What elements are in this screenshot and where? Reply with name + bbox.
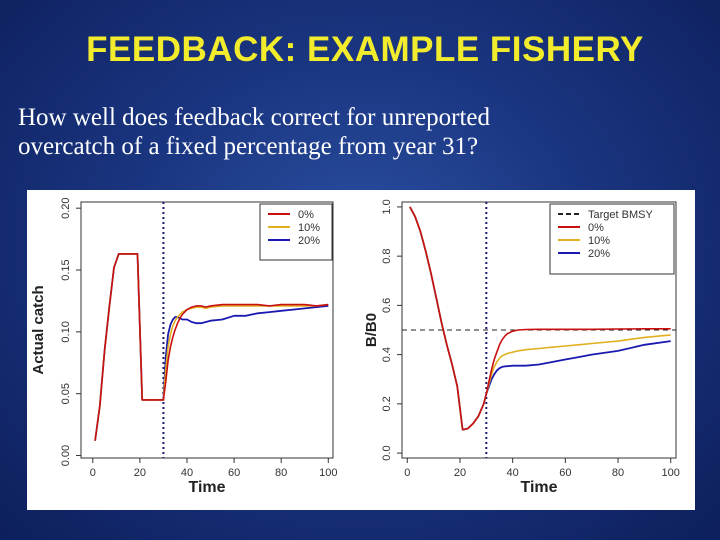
y-tick-label: 0.15 [60, 259, 72, 280]
y-axis-label: Actual catch [30, 285, 47, 374]
x-tick-label: 60 [228, 467, 240, 479]
x-tick-label: 20 [134, 467, 146, 479]
y-tick-label: 1.0 [381, 199, 393, 214]
y-tick-label: 0.05 [60, 383, 72, 404]
x-tick-label: 20 [454, 467, 466, 479]
series-line-0pct [409, 206, 671, 431]
legend-label: 20% [588, 248, 610, 260]
slide-subtitle: How well does feedback correct for unrep… [18, 103, 708, 161]
y-tick-label: 0.00 [60, 445, 72, 466]
y-tick-label: 0.20 [60, 197, 72, 218]
legend-label: 10% [298, 222, 320, 234]
x-tick-label: 80 [275, 467, 287, 479]
legend-label: 20% [298, 235, 320, 247]
x-tick-label: 80 [612, 467, 624, 479]
x-axis-label: Time [520, 479, 557, 496]
x-tick-label: 100 [662, 467, 680, 479]
chart-panel-biomass: 0 20 40 60 80 100 0.0 0.2 0.4 0.6 0.8 1.0 Time B/B0 Ta… [360, 190, 695, 510]
actual-catch-chart: 0 20 40 60 80 100 0.00 0.05 0.10 0.15 0.20 Time Actu… [30, 197, 337, 496]
x-tick-label: 40 [181, 467, 193, 479]
y-tick-label: 0.0 [381, 445, 393, 460]
legend-label: 0% [298, 209, 314, 221]
y-axis-label: B/B0 [363, 313, 380, 347]
chart-panel-actual-catch: 0 20 40 60 80 100 0.00 0.05 0.10 0.15 0.20 Time Actu… [27, 190, 367, 510]
subtitle-line-1: How well does feedback correct for unrep… [18, 104, 491, 131]
plot-frame [80, 201, 334, 459]
biomass-ratio-chart: 0 20 40 60 80 100 0.0 0.2 0.4 0.6 0.8 1.0 Time B/B0 Ta… [363, 199, 680, 496]
x-tick-label: 100 [319, 467, 337, 479]
x-axis-label: Time [188, 479, 225, 496]
y-tick-label: 0.4 [381, 347, 393, 362]
y-tick-label: 0.2 [381, 396, 393, 411]
y-tick-label: 0.8 [381, 249, 393, 264]
series-line-0pct [94, 253, 329, 441]
legend-label: 10% [588, 235, 610, 247]
legend-label: 0% [588, 222, 604, 234]
slide-title: FEEDBACK: EXAMPLE FISHERY [86, 30, 644, 69]
legend-box [259, 203, 333, 261]
x-tick-label: 0 [404, 467, 410, 479]
x-tick-label: 40 [507, 467, 519, 479]
y-tick-label: 0.6 [381, 298, 393, 313]
legend-label: Target BMSY [588, 209, 653, 221]
x-tick-label: 0 [90, 467, 96, 479]
series-line-20pct [94, 253, 329, 441]
subtitle-line-2: overcatch of a fixed percentage from yea… [18, 133, 479, 160]
series-line-10pct [94, 253, 329, 441]
y-tick-label: 0.10 [60, 321, 72, 342]
x-tick-label: 60 [559, 467, 571, 479]
